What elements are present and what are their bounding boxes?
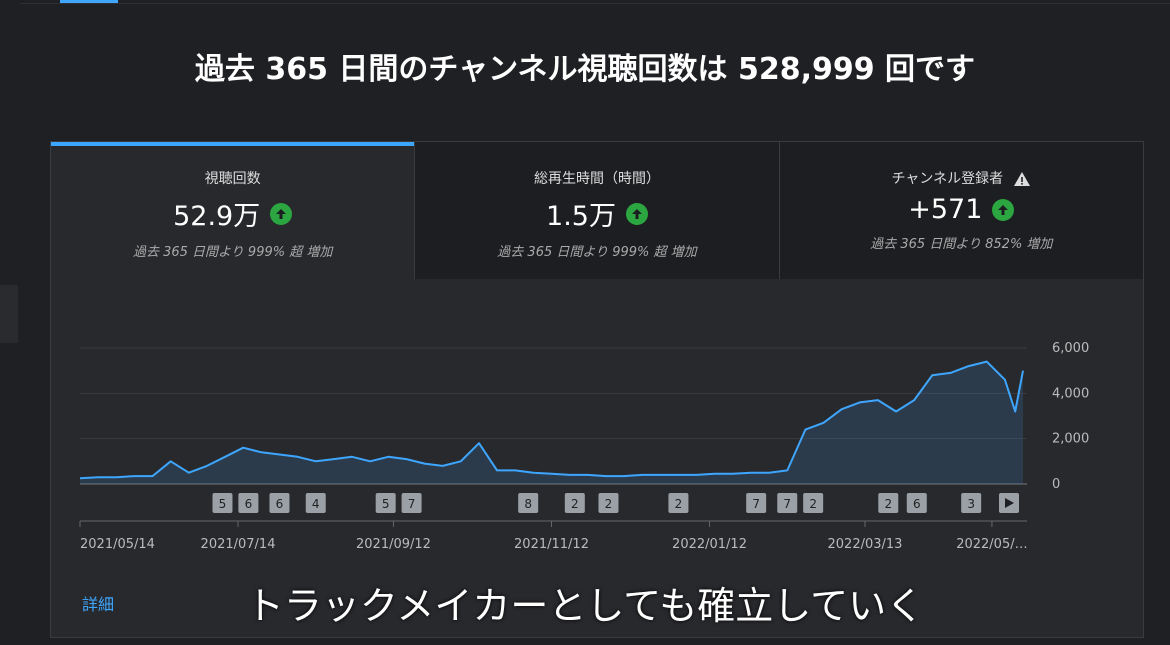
video-marker[interactable]: 4 (305, 493, 326, 513)
marker-label: 6 (245, 497, 253, 511)
marker-box (564, 493, 585, 513)
marker-box (803, 493, 824, 513)
x-tick-label: 2022/01/12 (672, 537, 747, 552)
metric-change: 過去 365 日間より 999% 超 増加 (497, 245, 697, 260)
video-marker[interactable]: 2 (878, 493, 899, 513)
video-marker[interactable]: 8 (518, 493, 539, 513)
metric-label: 総再生時間（時間） (533, 171, 660, 187)
marker-label: 2 (605, 497, 613, 511)
metric-card[interactable]: チャンネル登録者 +571 過去 365 日間より 852% 増加 (778, 142, 1143, 279)
marker-label: 5 (382, 497, 390, 511)
metric-value-row: 1.5万 (415, 194, 778, 233)
video-marker[interactable]: 2 (598, 493, 619, 513)
marker-box (238, 493, 259, 513)
marker-box (212, 493, 233, 513)
metric-card[interactable]: 視聴回数 52.9万 過去 365 日間より 999% 超 増加 (51, 142, 415, 279)
marker-box (598, 493, 619, 513)
area-line (79, 360, 1024, 480)
video-marker[interactable]: 6 (906, 493, 927, 513)
marker-label: 3 (967, 497, 975, 511)
x-tick-label: 2022/03/13 (828, 537, 903, 552)
video-marker[interactable]: 3 (961, 493, 982, 513)
marker-box (305, 493, 326, 513)
video-marker[interactable]: 6 (269, 493, 290, 513)
y-tick-label: 2,000 (1052, 432, 1089, 447)
marker-label: 7 (752, 497, 760, 511)
metric-value-row: 52.9万 (51, 194, 414, 233)
x-tick-label: 2021/09/12 (356, 537, 431, 552)
play-button[interactable] (999, 493, 1019, 513)
x-tick-label: 2021/11/12 (514, 537, 589, 552)
marker-label: 5 (219, 497, 227, 511)
marker-label: 2 (809, 497, 817, 511)
video-marker[interactable]: 6 (238, 493, 259, 513)
metric-value: +571 (908, 194, 983, 225)
metric-value: 52.9万 (173, 201, 261, 232)
marker-label: 6 (913, 497, 921, 511)
marker-box (906, 493, 927, 513)
x-tick-label: 2022/05/… (956, 537, 1027, 552)
marker-label: 4 (312, 497, 320, 511)
analytics-panel: 視聴回数 52.9万 過去 365 日間より 999% 超 増加 総再生時間（時… (50, 141, 1144, 638)
marker-box (961, 493, 982, 513)
metric-change: 過去 365 日間より 852% 増加 (870, 237, 1053, 252)
video-marker[interactable]: 5 (375, 493, 396, 513)
up-icon (270, 202, 293, 225)
marker-box (668, 493, 689, 513)
sidebar-edge (0, 285, 18, 343)
y-tick-label: 4,000 (1052, 386, 1089, 401)
metric-change: 過去 365 日間より 999% 超 増加 (132, 245, 333, 260)
video-caption: トラックメイカーとしても確立していく (245, 584, 925, 628)
marker-box (401, 493, 422, 513)
marker-box (777, 493, 798, 513)
metric-card[interactable]: 総再生時間（時間） 1.5万 過去 365 日間より 999% 超 増加 (414, 142, 779, 279)
video-marker[interactable]: 5 (212, 493, 233, 513)
y-tick-label: 6,000 (1052, 341, 1089, 356)
video-marker[interactable]: 7 (401, 493, 422, 513)
x-tick-label: 2021/05/14 (80, 537, 155, 552)
marker-box (878, 493, 899, 513)
metric-label: チャンネル登録者 (891, 171, 1004, 187)
divider (20, 3, 1170, 4)
metric-value: 1.5万 (546, 201, 616, 232)
tab-indicator (60, 0, 118, 3)
metric-label-row: チャンネル登録者 (780, 168, 1143, 188)
video-marker[interactable]: 2 (803, 493, 824, 513)
page-title: 過去 365 日間のチャンネル視聴回数は 528,999 回です (194, 52, 976, 87)
up-icon (625, 202, 648, 225)
details-link[interactable]: 詳細 (82, 595, 115, 614)
marker-label: 7 (783, 497, 791, 511)
marker-label: 2 (884, 497, 892, 511)
up-icon (992, 198, 1015, 221)
marker-label: 6 (276, 497, 284, 511)
metric-label: 視聴回数 (204, 171, 261, 187)
marker-label: 2 (571, 497, 579, 511)
marker-label: 7 (408, 497, 416, 511)
video-marker[interactable]: 2 (564, 493, 585, 513)
marker-label: 2 (675, 497, 683, 511)
metric-value-row: +571 (780, 194, 1143, 225)
warning-icon[interactable] (1013, 171, 1031, 187)
marker-label: 8 (524, 497, 532, 511)
marker-box (746, 493, 767, 513)
marker-box (375, 493, 396, 513)
video-marker[interactable]: 2 (668, 493, 689, 513)
video-marker[interactable]: 7 (746, 493, 767, 513)
marker-box (269, 493, 290, 513)
x-tick-label: 2021/07/14 (201, 537, 276, 552)
area-fill (80, 361, 1023, 484)
y-tick-label: 0 (1052, 477, 1060, 492)
metric-cards: 視聴回数 52.9万 過去 365 日間より 999% 超 増加 総再生時間（時… (51, 142, 1143, 279)
video-marker[interactable]: 7 (777, 493, 798, 513)
marker-box (518, 493, 539, 513)
